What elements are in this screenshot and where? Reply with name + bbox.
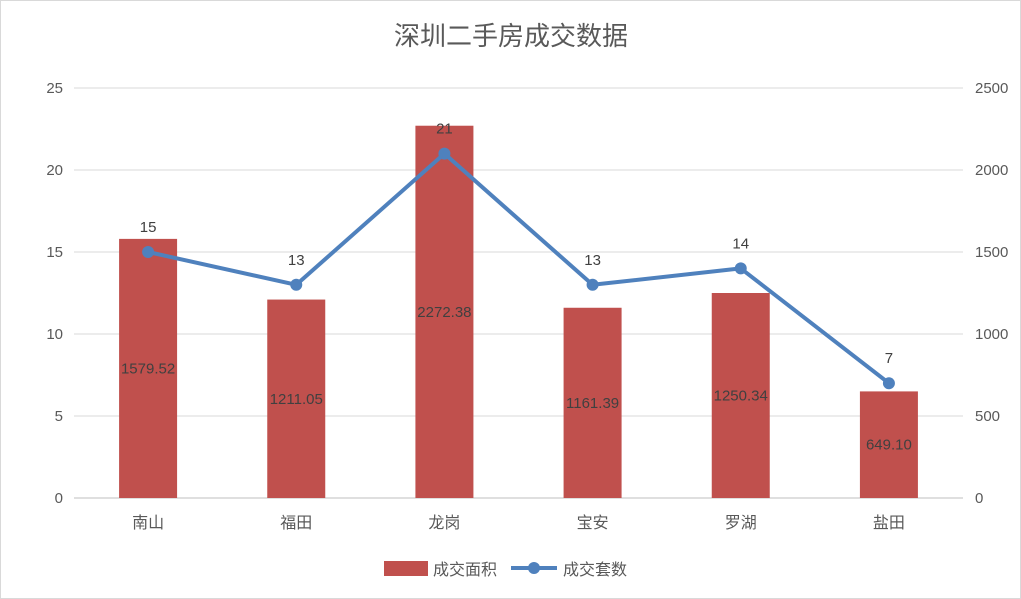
left-axis: 0 5 10 15 20 25 <box>46 80 63 507</box>
left-axis-tick-label: 10 <box>46 326 63 343</box>
right-axis-tick-label: 2500 <box>975 80 1008 97</box>
line-point <box>882 377 895 390</box>
left-axis-tick-label: 20 <box>46 162 63 179</box>
category-axis: 南山 福田 龙岗 宝安 罗湖 盐田 <box>132 513 905 532</box>
line-data-label: 7 <box>885 350 893 367</box>
bar-data-label: 2272.38 <box>417 304 471 321</box>
category-tick-label: 龙岗 <box>428 513 460 532</box>
line-point <box>586 278 599 291</box>
line-series <box>142 147 895 390</box>
line-data-labels: 15 13 21 13 14 7 <box>140 121 893 368</box>
left-axis-tick-label: 5 <box>55 408 63 425</box>
bar <box>859 391 918 498</box>
right-axis-tick-label: 1000 <box>975 326 1008 343</box>
category-tick-label: 南山 <box>132 513 164 532</box>
bar-data-label: 1250.34 <box>714 388 768 405</box>
bar <box>415 125 474 498</box>
right-axis: 0 500 1000 1500 2000 2500 <box>975 80 1008 507</box>
legend-swatch-bar <box>384 561 428 576</box>
left-axis-tick-label: 0 <box>55 490 63 507</box>
line-data-label: 15 <box>140 219 157 236</box>
bar <box>119 238 178 498</box>
right-axis-tick-label: 2000 <box>975 162 1008 179</box>
bar <box>711 293 770 498</box>
line-point <box>290 278 303 291</box>
legend: 成交面积 成交套数 <box>384 560 627 579</box>
left-axis-tick-label: 15 <box>46 244 63 261</box>
category-tick-label: 宝安 <box>577 513 609 532</box>
legend-label-line: 成交套数 <box>563 560 627 579</box>
category-tick-label: 福田 <box>280 513 312 532</box>
bar-data-label: 1211.05 <box>270 391 323 408</box>
right-axis-tick-label: 500 <box>975 408 1000 425</box>
left-axis-tick-label: 25 <box>46 80 63 97</box>
line-data-label: 14 <box>732 235 749 252</box>
bar-data-label: 1161.39 <box>566 395 619 412</box>
right-axis-tick-label: 1500 <box>975 244 1008 261</box>
line-point <box>734 262 747 275</box>
legend-label-bar: 成交面积 <box>433 560 497 579</box>
line-data-label: 21 <box>436 121 453 138</box>
category-tick-label: 盐田 <box>873 513 905 532</box>
chart-title: 深圳二手房成交数据 <box>394 22 628 52</box>
line-data-label: 13 <box>584 252 601 269</box>
category-tick-label: 罗湖 <box>725 513 757 532</box>
line-point <box>142 246 155 258</box>
bar-data-label: 1579.52 <box>121 360 175 377</box>
bar-data-labels: 1579.52 1211.05 2272.38 1161.39 1250.34 649.1… <box>121 304 912 454</box>
bar-data-label: 649.10 <box>866 437 912 454</box>
bar <box>267 299 326 498</box>
right-axis-tick-label: 0 <box>975 490 983 507</box>
line-point <box>438 147 451 160</box>
legend-swatch-marker <box>528 562 540 574</box>
series-line <box>146 151 891 386</box>
line-data-label: 13 <box>288 252 305 269</box>
bar <box>563 307 622 498</box>
bar-series <box>119 125 918 498</box>
gridlines <box>74 87 963 499</box>
